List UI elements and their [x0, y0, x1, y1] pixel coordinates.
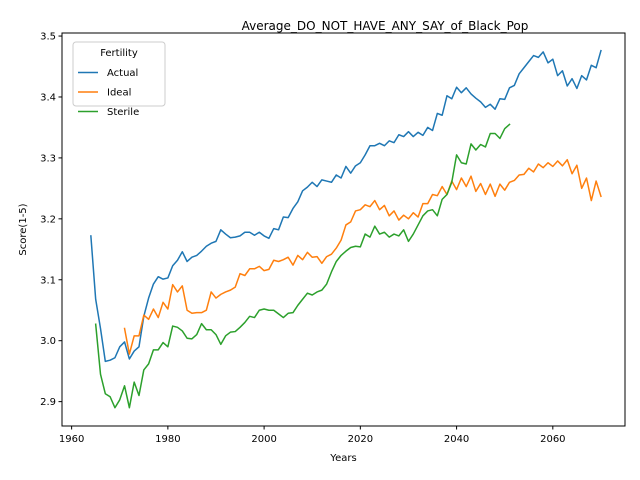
legend-label-sterile: Sterile: [107, 107, 139, 118]
y-tick-label: 3.0: [40, 336, 56, 347]
plot-area: [90, 49, 602, 409]
x-tick-label: 2040: [444, 434, 469, 445]
x-tick-label: 2020: [348, 434, 373, 445]
series-line-sterile: [94, 123, 511, 409]
y-tick-label: 2.9: [40, 397, 56, 408]
series-line-actual: [90, 49, 602, 363]
y-axis-label: Score(1-5): [18, 203, 29, 255]
legend: Fertility Actual Ideal Sterile: [72, 41, 166, 118]
chart-title: Average_DO_NOT_HAVE_ANY_SAY_of_Black_Pop: [242, 19, 529, 33]
x-tick-label: 2060: [540, 434, 565, 445]
y-tick-label: 3.2: [40, 214, 56, 225]
legend-label-ideal: Ideal: [107, 88, 131, 99]
x-tick-label: 1980: [155, 434, 180, 445]
y-tick-label: 3.1: [40, 275, 56, 286]
x-tick-label: 2000: [251, 434, 276, 445]
y-tick-label: 3.3: [40, 153, 56, 164]
legend-label-actual: Actual: [107, 68, 138, 79]
plot-frame: [61, 32, 626, 427]
y-tick-label: 3.5: [40, 32, 56, 43]
legend-box: [72, 41, 166, 107]
legend-title: Fertility: [100, 48, 138, 59]
y-axis: 2.9 3.0 3.1 3.2 3.3 3.4 3.5: [40, 32, 62, 408]
series-line-ideal: [123, 158, 602, 355]
x-axis: 1960 1980 2000 2020 2040 2060: [59, 426, 566, 445]
x-axis-label: Years: [329, 453, 356, 464]
x-tick-label: 1960: [59, 434, 84, 445]
y-tick-label: 3.4: [40, 92, 56, 103]
